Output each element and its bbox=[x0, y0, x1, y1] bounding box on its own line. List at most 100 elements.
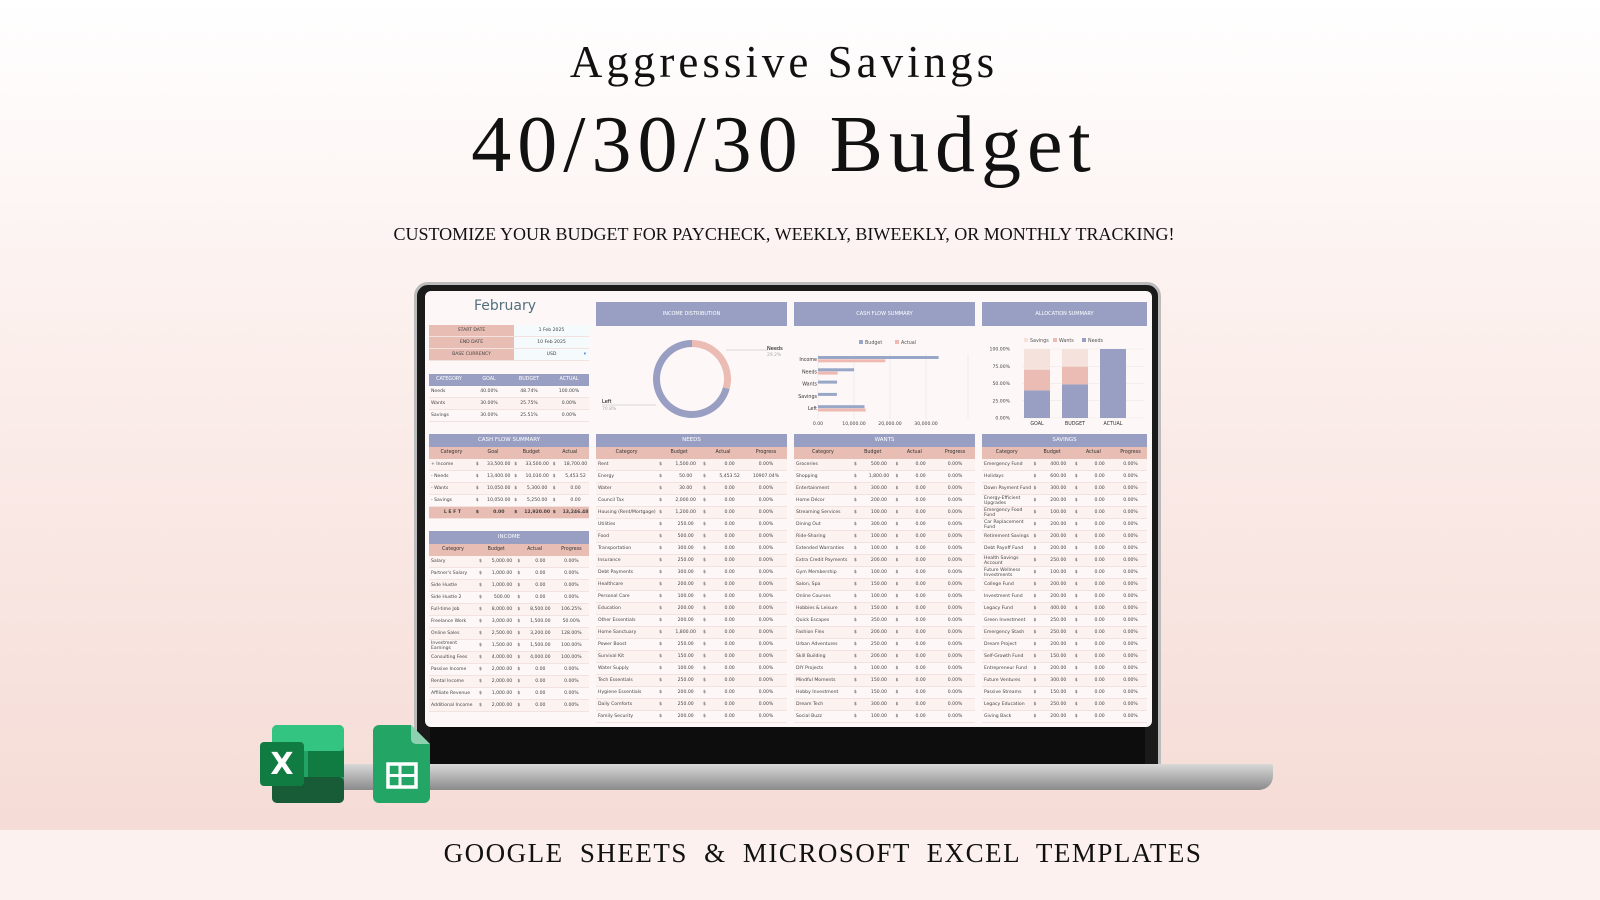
cell[interactable]: $0.00 bbox=[474, 507, 512, 518]
cell[interactable]: 0.00% bbox=[564, 667, 579, 672]
cell[interactable]: $3,000.00 bbox=[477, 616, 515, 627]
cell[interactable]: 100.00% bbox=[561, 655, 582, 660]
cell[interactable]: $200.00 bbox=[657, 687, 701, 698]
cell[interactable]: 0.00% bbox=[947, 678, 963, 683]
cell[interactable]: $8,000.00 bbox=[477, 604, 515, 615]
cell[interactable]: $8,500.00 bbox=[515, 604, 553, 615]
cell[interactable]: $0.00 bbox=[894, 531, 936, 542]
cell[interactable]: $0.00 bbox=[894, 495, 936, 506]
cell[interactable]: $0.00 bbox=[1073, 507, 1114, 518]
cell[interactable]: 0.00% bbox=[1123, 570, 1138, 575]
cell[interactable]: 0.00% bbox=[758, 702, 774, 707]
cell[interactable]: $200.00 bbox=[657, 615, 701, 626]
cell[interactable]: 0.00% bbox=[1123, 654, 1138, 659]
cell[interactable]: $0.00 bbox=[701, 507, 745, 518]
cell[interactable]: $1,200.00 bbox=[657, 507, 701, 518]
cell[interactable]: $2,000.00 bbox=[477, 700, 515, 711]
cell[interactable]: 10907.04% bbox=[752, 474, 780, 479]
cell[interactable]: 0.00% bbox=[758, 498, 774, 503]
cell[interactable]: 0.00% bbox=[947, 594, 963, 599]
cell[interactable]: $300.00 bbox=[657, 567, 701, 578]
cell[interactable]: 0.00% bbox=[1123, 474, 1138, 479]
cell[interactable]: $0.00 bbox=[701, 567, 745, 578]
cell[interactable]: $0.00 bbox=[701, 615, 745, 626]
cell[interactable]: $500.00 bbox=[657, 531, 701, 542]
cell[interactable]: $0.00 bbox=[1073, 519, 1114, 530]
cell[interactable]: $500.00 bbox=[477, 592, 515, 603]
cell[interactable]: $150.00 bbox=[1032, 687, 1073, 698]
cell[interactable]: 0.00% bbox=[947, 642, 963, 647]
cell[interactable]: $18,700.00 bbox=[551, 459, 589, 470]
cell[interactable]: $200.00 bbox=[1032, 531, 1073, 542]
cell[interactable]: $200.00 bbox=[1032, 495, 1073, 506]
cell[interactable]: 0.00% bbox=[758, 522, 774, 527]
cell[interactable]: 0.00% bbox=[1123, 510, 1138, 515]
cell[interactable]: 0.00% bbox=[1123, 702, 1138, 707]
cell[interactable]: $0.00 bbox=[894, 615, 936, 626]
cell[interactable]: $150.00 bbox=[657, 651, 701, 662]
cell[interactable]: 0.00% bbox=[758, 570, 774, 575]
cell[interactable]: $300.00 bbox=[852, 699, 894, 710]
cell[interactable]: $300.00 bbox=[657, 543, 701, 554]
cell[interactable]: $0.00 bbox=[894, 567, 936, 578]
cell[interactable]: $250.00 bbox=[657, 639, 701, 650]
cell[interactable]: $0.00 bbox=[701, 483, 745, 494]
cell[interactable]: $0.00 bbox=[701, 519, 745, 530]
cell[interactable]: $0.00 bbox=[551, 495, 589, 506]
cell[interactable]: $200.00 bbox=[657, 711, 701, 722]
cell[interactable]: $0.00 bbox=[894, 627, 936, 638]
cell[interactable]: 0.00% bbox=[947, 498, 963, 503]
cell[interactable]: $0.00 bbox=[1073, 459, 1114, 470]
cell[interactable]: 0.00% bbox=[1123, 498, 1138, 503]
cell[interactable]: $0.00 bbox=[1073, 591, 1114, 602]
cell[interactable]: 0.00% bbox=[947, 702, 963, 707]
cell[interactable]: $0.00 bbox=[894, 663, 936, 674]
cell[interactable]: $0.00 bbox=[894, 687, 936, 698]
cell[interactable]: $250.00 bbox=[657, 675, 701, 686]
cell[interactable]: 0.00% bbox=[758, 582, 774, 587]
cell[interactable]: $33,500.00 bbox=[512, 459, 550, 470]
cell[interactable]: 0.00% bbox=[1123, 594, 1138, 599]
info-value[interactable]: USD ▾ bbox=[514, 349, 589, 360]
cell[interactable]: $200.00 bbox=[657, 603, 701, 614]
cell[interactable]: $600.00 bbox=[1032, 471, 1073, 482]
cell[interactable]: 0.00% bbox=[947, 546, 963, 551]
cell[interactable]: $0.00 bbox=[894, 675, 936, 686]
cell[interactable]: $200.00 bbox=[852, 495, 894, 506]
cell[interactable]: $1,800.00 bbox=[657, 627, 701, 638]
cell[interactable]: 100.00% bbox=[561, 643, 582, 648]
cell[interactable]: $250.00 bbox=[657, 699, 701, 710]
cell[interactable]: 0.00% bbox=[758, 714, 774, 719]
cell[interactable]: 0.00% bbox=[947, 666, 963, 671]
cell[interactable]: $1,500.00 bbox=[477, 640, 515, 651]
cell[interactable]: $0.00 bbox=[1073, 699, 1114, 710]
cell[interactable]: $0.00 bbox=[701, 711, 745, 722]
cell[interactable]: 0.00% bbox=[947, 558, 963, 563]
cell[interactable]: 0.00% bbox=[758, 642, 774, 647]
cell[interactable]: 0.00% bbox=[947, 510, 963, 515]
cell[interactable]: $33,500.00 bbox=[474, 459, 512, 470]
cell[interactable]: $100.00 bbox=[657, 591, 701, 602]
cell[interactable]: $5,250.00 bbox=[512, 495, 550, 506]
cell[interactable]: 0.00% bbox=[1123, 630, 1138, 635]
cell[interactable]: $10,050.00 bbox=[474, 495, 512, 506]
cell[interactable]: $0.00 bbox=[515, 556, 553, 567]
cell[interactable]: $0.00 bbox=[1073, 603, 1114, 614]
cell[interactable]: $200.00 bbox=[852, 627, 894, 638]
cell[interactable]: $4,000.00 bbox=[477, 652, 515, 663]
cell[interactable]: $2,000.00 bbox=[477, 664, 515, 675]
cell[interactable]: $100.00 bbox=[852, 531, 894, 542]
cell[interactable]: 0.00% bbox=[758, 666, 774, 671]
cell[interactable]: $0.00 bbox=[701, 555, 745, 566]
cell[interactable]: 0.00% bbox=[947, 534, 963, 539]
cell[interactable]: $0.00 bbox=[515, 688, 553, 699]
cell[interactable]: $0.00 bbox=[701, 531, 745, 542]
cell[interactable]: $200.00 bbox=[852, 555, 894, 566]
cell[interactable]: $0.00 bbox=[701, 699, 745, 710]
cell[interactable]: $0.00 bbox=[894, 507, 936, 518]
cell[interactable]: $0.00 bbox=[894, 543, 936, 554]
cell[interactable]: $100.00 bbox=[852, 543, 894, 554]
cell[interactable]: $500.00 bbox=[852, 459, 894, 470]
cell[interactable]: 50.00% bbox=[562, 619, 581, 624]
cell[interactable]: 0.00% bbox=[758, 690, 774, 695]
